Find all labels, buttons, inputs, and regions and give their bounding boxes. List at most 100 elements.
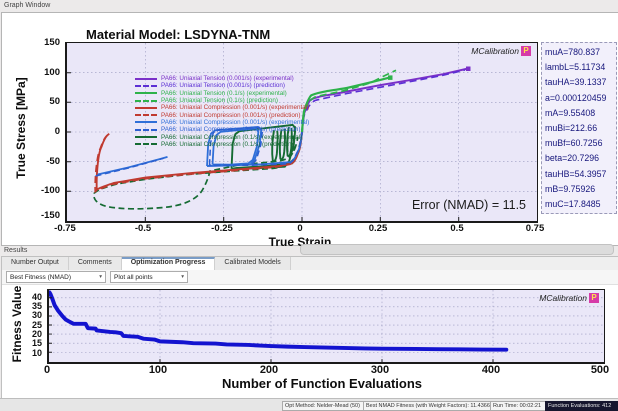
bottom-xtick: 200 [259, 364, 279, 376]
parameter-value: muBf=60.7256 [545, 138, 603, 149]
legend-item: PA66: Uniaxial Compression (0.1/s) (pred… [135, 141, 309, 148]
chevron-down-icon: ▾ [181, 274, 184, 280]
top-xtick: -0.5 [134, 223, 152, 234]
top-xtick: -0.25 [211, 223, 233, 234]
top-xtick: 0.5 [450, 223, 464, 234]
bottom-xtick: 100 [148, 364, 168, 376]
tab-number-output[interactable]: Number Output [2, 257, 69, 270]
legend-line-sample [135, 84, 157, 87]
top-ytick: 100 [44, 67, 60, 78]
legend-label: PA66: Uniaxial Compression (0.001/s) (pr… [161, 126, 301, 134]
parameter-value: muC=17.8485 [545, 199, 601, 210]
bottom-xtick: 400 [481, 364, 501, 376]
parameter-value: mA=9.55408 [545, 107, 596, 118]
bottom-xtick: 300 [370, 364, 390, 376]
status-best-fitness: Best NMAD Fitness (with Weight Factors):… [363, 401, 493, 411]
polymerfem-p-icon: P [589, 293, 599, 303]
top-y-axis-label: True Stress [MPa] [14, 77, 28, 179]
legend-label: PA66: Uniaxial Compression (0.1/s) (expe… [161, 133, 303, 141]
legend-line-sample [135, 121, 157, 124]
parameter-value: beta=20.7296 [545, 153, 600, 164]
parameter-value: tauHB=54.3957 [545, 168, 607, 179]
polymerfem-p-icon: P [521, 46, 531, 56]
bottom-ytick: 35 [31, 301, 42, 311]
top-xtick: -0.75 [54, 223, 76, 234]
status-opt-method: Opt Method: Nelder-Mead (50) [282, 401, 366, 411]
brand-text: MCalibration [539, 293, 587, 303]
plot-points-dropdown[interactable]: Plot all points ▾ [110, 271, 188, 283]
fitness-metric-value: Best Fitness (NMAD) [10, 273, 72, 281]
bottom-ytick: 20 [31, 329, 42, 339]
grid-lines [49, 290, 604, 362]
top-ytick: -150 [40, 210, 60, 221]
results-panel: Number Output Comments Optimization Prog… [1, 256, 618, 399]
legend-label: PA66: Uniaxial Tension (0.001/s) (experi… [161, 75, 294, 83]
top-ytick: -50 [46, 156, 60, 167]
legend-label: PA66: Uniaxial Compression (0.001/s) (pr… [161, 111, 301, 119]
series-tension-01-experimental [300, 76, 391, 133]
legend-label: PA66: Uniaxial Compression (0.1/s) (pred… [161, 140, 294, 148]
top-xtick: 0 [297, 223, 303, 234]
fitness-metric-dropdown[interactable]: Best Fitness (NMAD) ▾ [6, 271, 106, 283]
parameter-box: muA=780.837 lambL=5.11734 tauHA=39.1337 … [541, 42, 617, 214]
legend-label: PA66: Uniaxial Tension (0.1/s) (experime… [161, 89, 287, 97]
bottom-ytick: 15 [31, 338, 42, 348]
tab-comments[interactable]: Comments [68, 257, 122, 270]
bottom-xtick: 0 [43, 364, 51, 376]
axis-tick-marks [49, 297, 494, 362]
legend-line-sample [135, 114, 157, 117]
chevron-down-icon: ▾ [99, 274, 102, 280]
bottom-ytick: 40 [31, 292, 42, 302]
error-nmad-label: Error (NMAD) = 11.5 [411, 198, 526, 212]
legend-line-sample [135, 92, 157, 95]
legend-item: PA66: Uniaxial Compression (0.001/s) (pr… [135, 111, 309, 119]
material-model-title: Material Model: LSDYNA-TNM [86, 27, 271, 42]
legend-item: PA66: Uniaxial Compression (0.001/s) (ex… [135, 119, 309, 126]
bottom-ytick: 25 [31, 320, 42, 330]
status-function-evaluations: Function Evaluations: 412 [545, 401, 618, 411]
legend-label: PA66: Uniaxial Compression (0.001/s) (ex… [161, 118, 310, 126]
legend-item: PA66: Uniaxial Tension (0.001/s) (predic… [135, 82, 309, 89]
legend-item: PA66: Uniaxial Compression (0.1/s) (expe… [135, 133, 309, 141]
status-run-time: Run Time: 00:02:21 [490, 401, 548, 411]
series-endpoint-marker [466, 66, 471, 71]
legend-label: PA66: Uniaxial Tension (0.001/s) (predic… [161, 82, 286, 90]
top-xtick: 0.25 [368, 223, 388, 234]
parameter-value: mB=9.75926 [545, 183, 596, 194]
stress-strain-plot: PA66: Uniaxial Tension (0.001/s) (experi… [65, 42, 538, 223]
fitness-curve [47, 290, 604, 362]
series-best-fitness [47, 290, 509, 352]
axis-tick-marks [67, 72, 460, 221]
plot-filter-bar: Best Fitness (NMAD) ▾ Plot all points ▾ [2, 270, 618, 285]
legend-item: PA66: Uniaxial Tension (0.001/s) (experi… [135, 75, 309, 82]
horizontal-scrollbar[interactable] [300, 244, 614, 255]
parameter-value: lambL=5.11734 [545, 62, 606, 73]
bottom-y-axis-label: Fitness Value [10, 285, 24, 363]
top-xtick: 0.75 [525, 223, 545, 234]
results-panel-title: Results [4, 247, 28, 254]
bottom-ytick: 10 [31, 348, 42, 358]
legend-item: PA66: Uniaxial Compression (0.001/s) (pr… [135, 126, 309, 133]
legend-label: PA66: Uniaxial Compression (0.001/s) (ex… [161, 104, 310, 112]
fitness-plot: MCalibration P [47, 289, 605, 364]
brand-text: MCalibration [471, 46, 519, 56]
graph-window-title: Graph Window [4, 2, 51, 9]
series-compression-001-blue-prediction [95, 126, 303, 177]
top-ytick: 150 [44, 37, 60, 48]
graph-window-panel: Material Model: LSDYNA-TNM 150 100 50 0 … [1, 12, 618, 249]
bottom-xtick: 500 [590, 364, 610, 376]
tab-calibrated-models[interactable]: Calibrated Models [215, 257, 291, 270]
tab-optimization-progress[interactable]: Optimization Progress [121, 257, 216, 270]
series-endpoint-marker [388, 75, 393, 80]
mcalibration-brand: MCalibration P [539, 293, 599, 303]
status-bar: Opt Method: Nelder-Mead (50) Best NMAD F… [0, 398, 618, 411]
legend-label: PA66: Uniaxial Tension (0.1/s) (predicti… [161, 97, 279, 105]
legend-item: PA66: Uniaxial Compression (0.001/s) (ex… [135, 104, 309, 111]
top-ytick: 50 [49, 96, 60, 107]
plot-points-value: Plot all points [114, 273, 153, 281]
bottom-ytick: 30 [31, 310, 42, 320]
top-ytick: 0 [54, 126, 60, 137]
top-ytick: -100 [40, 185, 60, 196]
chart-legend: PA66: Uniaxial Tension (0.001/s) (experi… [135, 75, 309, 148]
legend-item: PA66: Uniaxial Tension (0.1/s) (predicti… [135, 97, 309, 104]
